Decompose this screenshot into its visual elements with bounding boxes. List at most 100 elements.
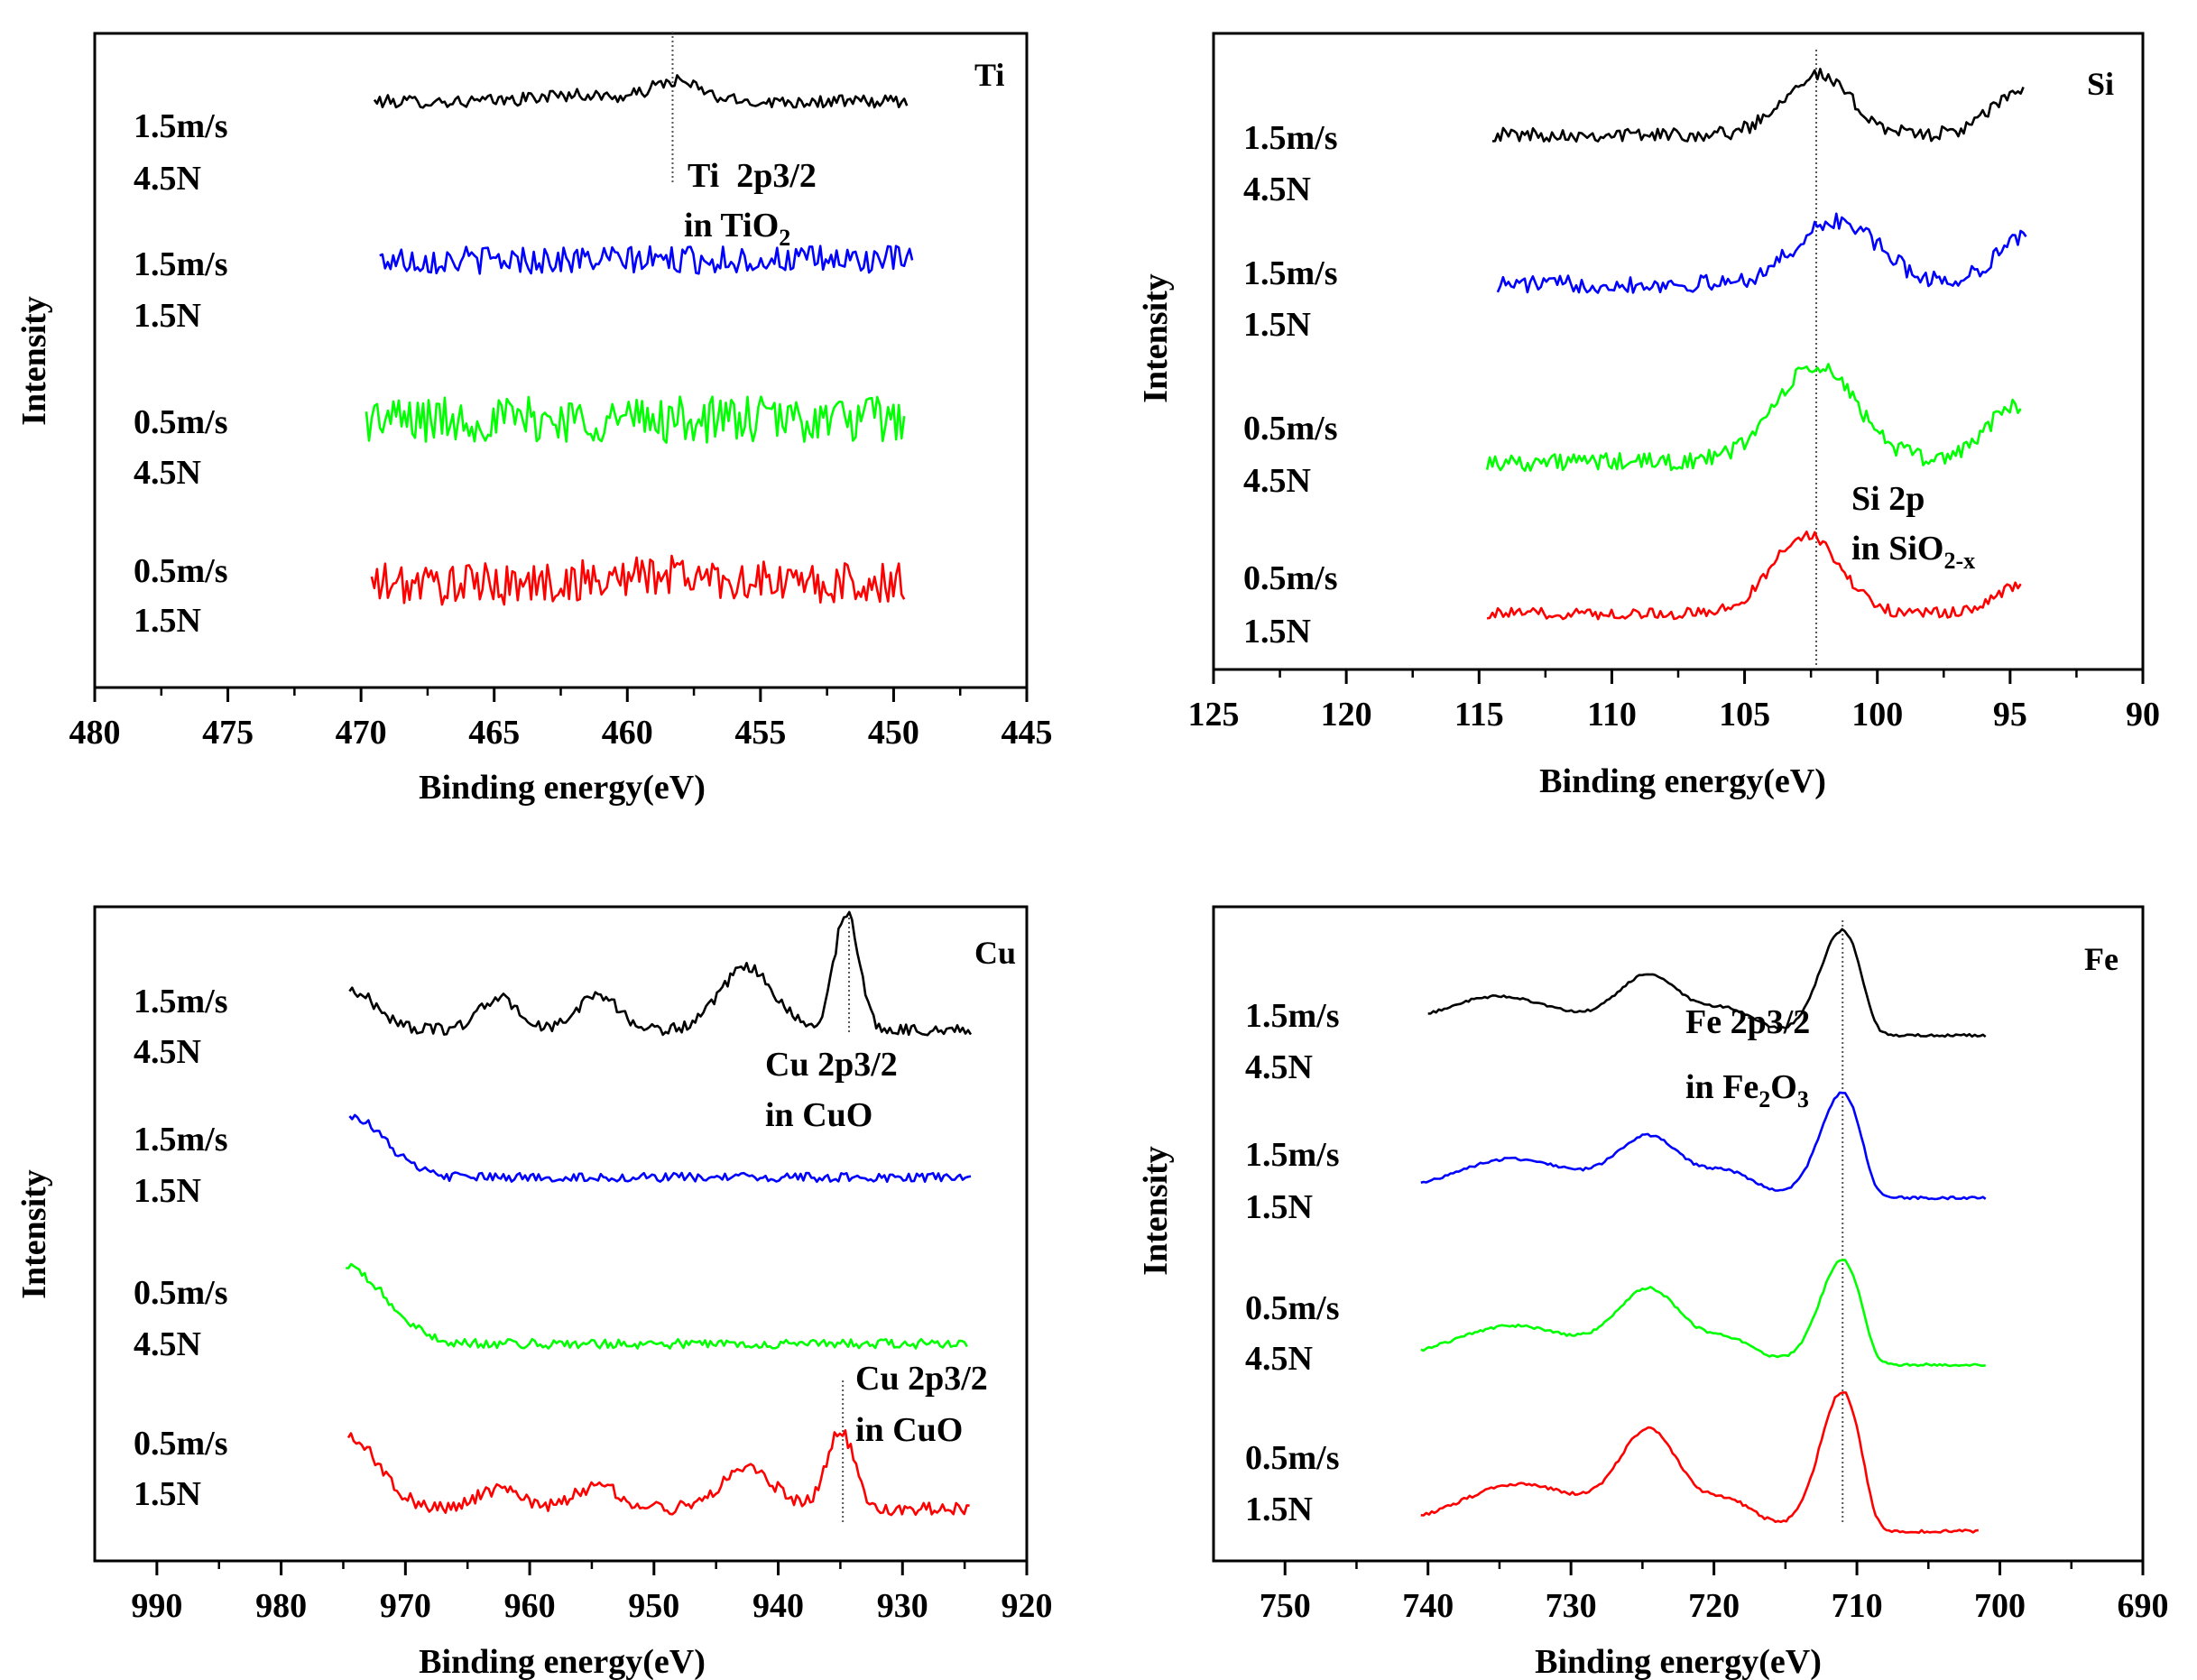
legend-speed-si-1: 1.5m/s (1243, 119, 1338, 157)
annotation-line2-sub-fe: 2 (1759, 1086, 1770, 1112)
series-line-ti-3 (365, 395, 906, 444)
annotation-2-line2-cu: in CuO (855, 1411, 963, 1449)
x-tick-label: 475 (202, 714, 254, 752)
x-tick-label: 980 (255, 1587, 307, 1625)
x-tick-label: 450 (868, 714, 919, 752)
x-axis-ticks-cu: 990 980 970 960 950 940 930 920 (131, 1561, 1053, 1625)
x-tick-label: 455 (734, 714, 786, 752)
x-tick-label: 120 (1321, 696, 1372, 734)
legend-speed-fe-2: 1.5m/s (1245, 1136, 1340, 1174)
annotation-line2-ti: in TiO2 (684, 207, 790, 251)
annotation-1-line2-cu: in CuO (765, 1096, 872, 1134)
x-tick-label: 460 (602, 714, 653, 752)
panel-title-si: Si (2087, 66, 2114, 102)
x-axis-label-ti: Binding energy(eV) (419, 769, 706, 807)
annotation-line2-post-fe: O (1770, 1068, 1797, 1106)
x-tick-label: 970 (380, 1587, 431, 1625)
annotation-line1-ti: Ti 2p3/2 (688, 157, 817, 195)
legend-load-si-2: 1.5N (1243, 306, 1311, 344)
panel-title-cu: Cu (974, 935, 1016, 971)
series-group-ti (365, 74, 914, 606)
x-tick-label: 95 (1993, 696, 2027, 734)
legend-speed-fe-1: 1.5m/s (1245, 997, 1340, 1035)
panel-fe: 750 740 730 720 710 700 690 Fe Binding energy(… (1137, 905, 2169, 1680)
series-line-fe-1 (1427, 928, 1987, 1038)
reference-lines-cu (842, 913, 851, 1525)
annotation-line2-sub2-fe: 3 (1797, 1086, 1809, 1112)
x-tick-label: 960 (504, 1587, 556, 1625)
x-axis-label-cu: Binding energy(eV) (419, 1643, 706, 1680)
legend-speed-si-4: 0.5m/s (1243, 559, 1338, 597)
plot-frame-fe (1212, 905, 2145, 1563)
y-axis-label-cu: Intensity (15, 1169, 53, 1299)
annotation-2-line1-cu: Cu 2p3/2 (855, 1360, 988, 1398)
legend-load-si-1: 4.5N (1243, 171, 1311, 208)
legend-load-fe-3: 4.5N (1245, 1340, 1313, 1378)
legend-speed-cu-2: 1.5m/s (134, 1121, 228, 1158)
x-axis-label-si: Binding energy(eV) (1539, 762, 1826, 800)
legend-load-ti-1: 4.5N (134, 160, 201, 198)
legend-load-fe-4: 1.5N (1245, 1491, 1313, 1528)
legend-load-cu-1: 4.5N (134, 1033, 201, 1071)
y-axis-label-si: Intensity (1137, 273, 1175, 403)
y-axis-label-ti: Intensity (15, 296, 53, 426)
legend-load-si-3: 4.5N (1243, 462, 1311, 500)
series-line-cu-4 (346, 1429, 970, 1517)
legend-speed-cu-4: 0.5m/s (134, 1425, 228, 1463)
legend-speed-si-2: 1.5m/s (1243, 254, 1338, 292)
panel-title-ti: Ti (974, 57, 1004, 93)
annotation-line2-sub-ti: 2 (779, 225, 790, 251)
legend-speed-si-3: 0.5m/s (1243, 410, 1338, 448)
annotation-line2-text-ti: in TiO (684, 207, 779, 245)
series-group-cu (346, 910, 973, 1517)
legend-load-ti-3: 4.5N (134, 454, 201, 492)
x-tick-label: 990 (131, 1587, 182, 1625)
legend-speed-ti-3: 0.5m/s (134, 403, 228, 441)
plot-frame-si (1212, 32, 2145, 671)
legend-speed-ti-1: 1.5m/s (134, 107, 228, 145)
legend-speed-cu-1: 1.5m/s (134, 983, 228, 1020)
series-line-si-3 (1485, 363, 2022, 472)
annotation-line2-text-fe: in Fe (1685, 1068, 1759, 1106)
legend-speed-fe-3: 0.5m/s (1245, 1289, 1340, 1327)
x-tick-label: 750 (1260, 1587, 1311, 1625)
annotation-line2-si: in SiO2-x (1851, 530, 1975, 574)
series-line-cu-3 (346, 1262, 969, 1350)
annotation-line1-si: Si 2p (1851, 480, 1925, 518)
series-line-fe-4 (1420, 1391, 1979, 1535)
annotation-line2-sub-si: 2-x (1943, 548, 1975, 574)
x-tick-label: 710 (1832, 1587, 1883, 1625)
annotation-line2-fe: in Fe2O3 (1685, 1068, 1809, 1112)
plot-frame-cu (93, 905, 1029, 1563)
legend-load-fe-2: 1.5N (1245, 1188, 1313, 1226)
annotation-line1-fe: Fe 2p3/2 (1685, 1003, 1810, 1041)
y-axis-label-fe: Intensity (1137, 1146, 1175, 1276)
x-tick-label: 105 (1719, 696, 1770, 734)
legend-speed-ti-2: 1.5m/s (134, 245, 228, 283)
legend-speed-ti-4: 0.5m/s (134, 552, 228, 590)
legend-load-cu-4: 1.5N (134, 1475, 201, 1513)
x-axis-label-fe: Binding energy(eV) (1535, 1643, 1822, 1680)
x-axis-ticks-si: 125 120 115 110 105 100 95 90 (1188, 669, 2160, 734)
legend-load-ti-4: 1.5N (134, 602, 201, 640)
panel-ti: 480 475 470 465 460 455 450 445 Ti Binding ener… (15, 32, 1053, 807)
panel-cu: 990 980 970 960 950 940 930 920 Cu Binding ener… (15, 905, 1053, 1680)
series-line-cu-1 (348, 910, 973, 1037)
annotation-line2-text-si: in SiO (1851, 530, 1943, 568)
series-line-ti-2 (379, 245, 914, 275)
x-tick-label: 110 (1587, 696, 1637, 734)
x-tick-label: 445 (1002, 714, 1053, 752)
series-group-fe (1420, 928, 1987, 1535)
x-tick-label: 90 (2126, 696, 2160, 734)
series-line-ti-4 (370, 554, 906, 606)
legend-load-fe-1: 4.5N (1245, 1048, 1313, 1086)
panel-title-fe: Fe (2084, 941, 2119, 977)
x-tick-label: 465 (468, 714, 520, 752)
panel-si: 125 120 115 110 105 100 95 90 Si Binding energy… (1137, 32, 2160, 800)
x-tick-label: 115 (1454, 696, 1504, 734)
legend-load-si-4: 1.5N (1243, 613, 1311, 651)
x-tick-label: 480 (69, 714, 121, 752)
annotation-1-line1-cu: Cu 2p3/2 (765, 1046, 898, 1084)
x-tick-label: 690 (2118, 1587, 2169, 1625)
